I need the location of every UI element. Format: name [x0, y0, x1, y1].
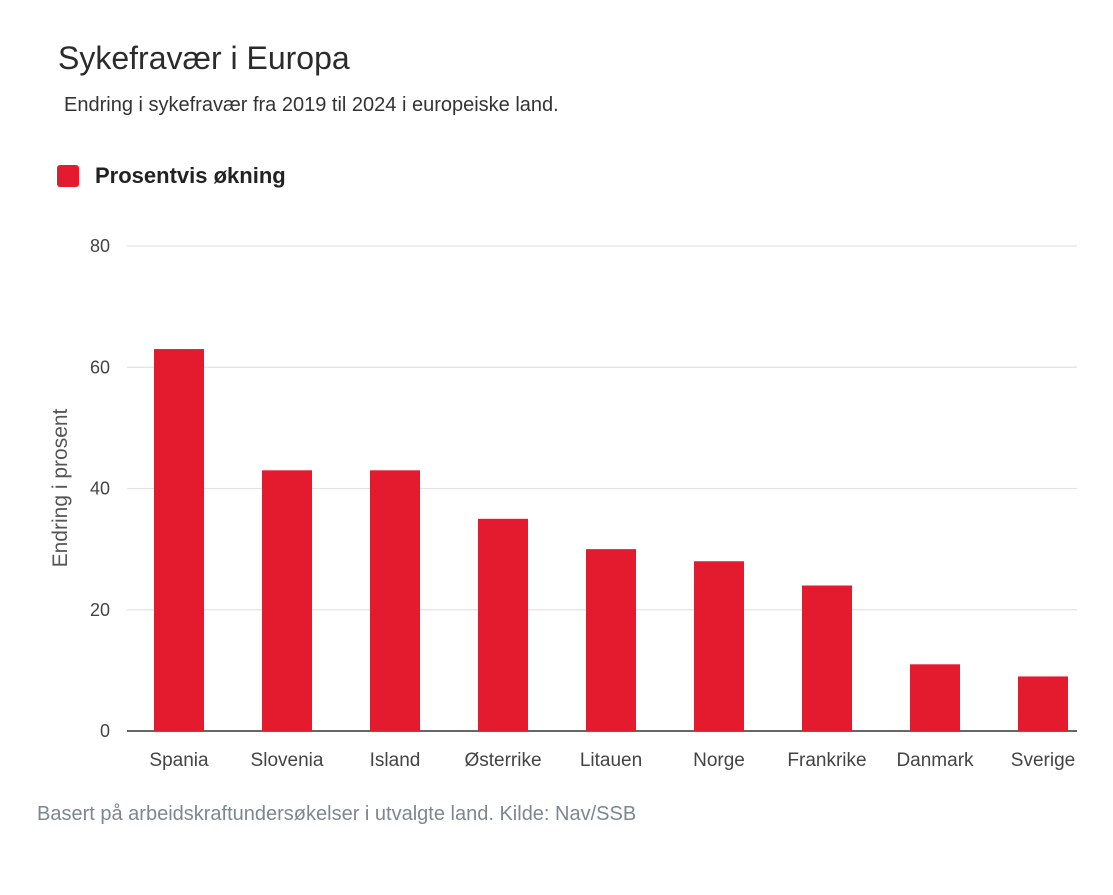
legend-swatch: [57, 165, 79, 187]
source-note: Basert på arbeidskraftundersøkelser i ut…: [37, 803, 637, 825]
x-tick-label: Island: [370, 750, 421, 771]
x-tick-label: Sverige: [1011, 750, 1075, 771]
x-tick-label: Frankrike: [787, 750, 866, 771]
chart-title: Sykefravær i Europa: [58, 40, 350, 76]
y-axis-ticks: 0 20 40 60 80: [90, 236, 110, 741]
x-tick-label: Østerrike: [464, 750, 541, 771]
bar-island[interactable]: [370, 470, 420, 731]
y-axis-title: Endring i prosent: [49, 408, 72, 567]
bar-slovenia[interactable]: [262, 470, 312, 731]
bar-østerrike[interactable]: [478, 518, 528, 731]
x-tick-label: Spania: [149, 750, 209, 771]
bar-frankrike[interactable]: [802, 585, 852, 732]
y-tick-label: 20: [90, 600, 110, 620]
y-tick-label: 80: [90, 236, 110, 256]
bar-danmark[interactable]: [910, 664, 960, 731]
y-tick-label: 0: [100, 721, 110, 741]
legend[interactable]: Prosentvis økning: [57, 163, 286, 189]
bar-litauen[interactable]: [586, 549, 636, 731]
x-axis-labels: Spania Slovenia Island Østerrike Litauen Norg…: [149, 750, 1075, 771]
bar-spania[interactable]: [154, 349, 204, 731]
x-tick-label: Litauen: [580, 750, 642, 771]
bar-norge[interactable]: [694, 561, 744, 731]
x-tick-label: Danmark: [896, 750, 974, 771]
y-tick-label: 60: [90, 357, 110, 377]
y-tick-label: 40: [90, 479, 110, 499]
bars: [154, 349, 1068, 731]
bar-sverige[interactable]: [1018, 676, 1068, 731]
x-tick-label: Norge: [693, 750, 745, 771]
x-tick-label: Slovenia: [251, 750, 324, 771]
chart-subtitle: Endring i sykefravær fra 2019 til 2024 i…: [64, 94, 559, 116]
legend-label: Prosentvis økning: [95, 163, 286, 188]
